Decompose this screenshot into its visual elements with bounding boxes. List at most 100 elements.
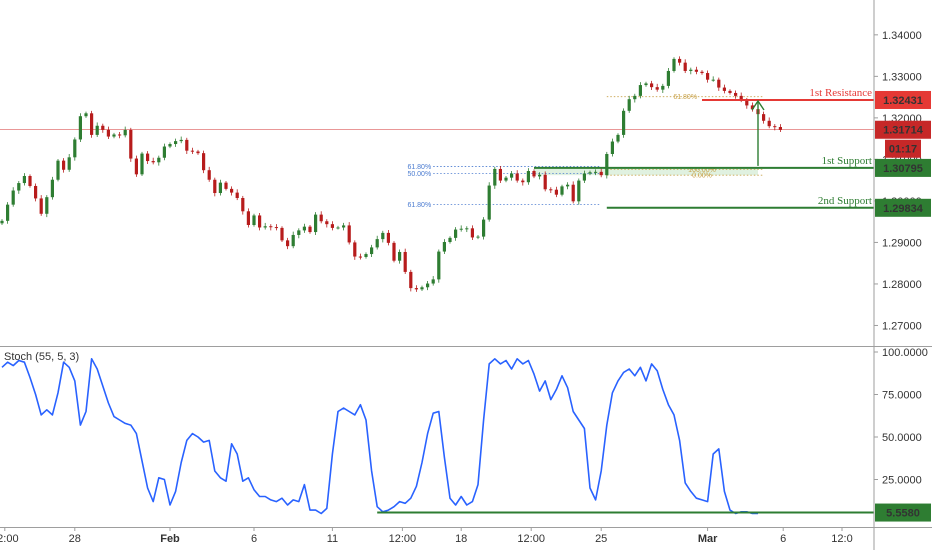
- candle-body: [73, 139, 77, 158]
- candle-body: [650, 83, 654, 88]
- candle-body: [381, 232, 385, 240]
- candle-body: [442, 242, 446, 252]
- stoch-tick-label: 100.0000: [882, 347, 928, 359]
- candle-body: [504, 177, 508, 181]
- candle-body: [521, 180, 525, 183]
- candle-body: [459, 228, 463, 230]
- candle-body: [515, 173, 519, 181]
- candle-body: [78, 116, 82, 140]
- candle-body: [34, 185, 38, 199]
- candle-body: [308, 226, 312, 233]
- candle-body: [22, 176, 26, 184]
- time-tick-label: 12:00: [0, 533, 19, 545]
- candle-body: [398, 251, 402, 261]
- candle-body: [767, 120, 771, 127]
- candle-body: [409, 271, 413, 289]
- candle-body: [269, 226, 273, 228]
- candle-body: [392, 242, 396, 261]
- candle-body: [330, 224, 334, 228]
- candle-body: [375, 239, 379, 248]
- price-tick-label: 1.29000: [882, 237, 922, 249]
- candle-body: [162, 146, 166, 158]
- time-tick-label: 28: [69, 533, 81, 545]
- candle-body: [728, 90, 732, 93]
- price-tick-label: 1.34000: [882, 30, 922, 42]
- candle-body: [50, 179, 54, 198]
- candle-body: [577, 180, 581, 202]
- candle-body: [510, 173, 514, 178]
- candle-body: [566, 184, 570, 187]
- candle-body: [17, 183, 21, 191]
- candle-body: [246, 211, 250, 225]
- candle-body: [666, 70, 670, 86]
- level-price-box: [875, 158, 931, 177]
- stoch-tick-label: 25.0000: [882, 475, 922, 487]
- candle-body: [426, 283, 430, 288]
- candle-body: [297, 230, 301, 235]
- level-price-label: 1.32431: [883, 95, 923, 107]
- candle-body: [364, 254, 368, 257]
- candle-body: [56, 160, 60, 180]
- candle-body: [342, 225, 346, 228]
- candle-body: [67, 157, 71, 170]
- candle-body: [644, 83, 648, 86]
- candle-body: [370, 247, 374, 255]
- candle-body: [549, 189, 553, 191]
- candle-body: [655, 87, 659, 90]
- candle-body: [448, 237, 452, 243]
- candle-body: [347, 225, 351, 243]
- candle-body: [185, 139, 189, 151]
- stoch-tick-label: 75.0000: [882, 390, 922, 402]
- candle-body: [773, 126, 777, 128]
- candle-body: [291, 234, 295, 247]
- stochastic-pane[interactable]: Stoch (55, 5, 3): [1, 351, 874, 515]
- candle-body: [62, 160, 66, 170]
- candle-body: [588, 172, 592, 174]
- candle-body: [286, 240, 290, 247]
- candle-body: [678, 58, 682, 63]
- level-price-label: 1.30795: [883, 163, 923, 175]
- price-pane[interactable]: 61.80%50.00%61.80%61.80%100.00%0.00%1st …: [0, 56, 874, 292]
- candle-body: [325, 221, 329, 225]
- candle-body: [151, 161, 155, 163]
- candle-body: [476, 236, 480, 238]
- candle-body: [711, 79, 715, 81]
- candle-body: [734, 92, 738, 96]
- candle-body: [0, 220, 4, 224]
- candle-body: [700, 71, 704, 74]
- candle-body: [386, 232, 390, 243]
- candle-body: [627, 99, 631, 111]
- candle-body: [622, 110, 626, 135]
- candle-body: [554, 189, 558, 195]
- candle-body: [112, 134, 116, 137]
- candle-body: [179, 139, 183, 142]
- candle-body: [683, 62, 687, 71]
- candle-body: [118, 134, 122, 136]
- candle-body: [594, 171, 598, 173]
- candle-body: [672, 58, 676, 71]
- time-tick-label: 6: [780, 533, 786, 545]
- time-tick-label: Mar: [698, 533, 718, 545]
- price-tick-label: 1.28000: [882, 279, 922, 291]
- candle-body: [487, 185, 491, 220]
- level-label: 1st Resistance: [809, 87, 872, 99]
- candle-body: [207, 170, 211, 180]
- candle-body: [123, 129, 127, 136]
- candle-body: [90, 113, 94, 135]
- candle-body: [532, 171, 536, 177]
- candle-body: [28, 176, 32, 186]
- candle-body: [526, 171, 530, 183]
- candle-body: [224, 182, 228, 189]
- candle-body: [571, 184, 575, 202]
- candle-body: [610, 141, 614, 154]
- candle-body: [129, 129, 133, 159]
- candle-body: [482, 219, 486, 237]
- candle-body: [722, 87, 726, 91]
- candle-body: [414, 288, 418, 290]
- candle-body: [616, 134, 620, 142]
- level-price-label: 1.29834: [883, 203, 924, 215]
- fib-level-label: 50.00%: [407, 171, 431, 178]
